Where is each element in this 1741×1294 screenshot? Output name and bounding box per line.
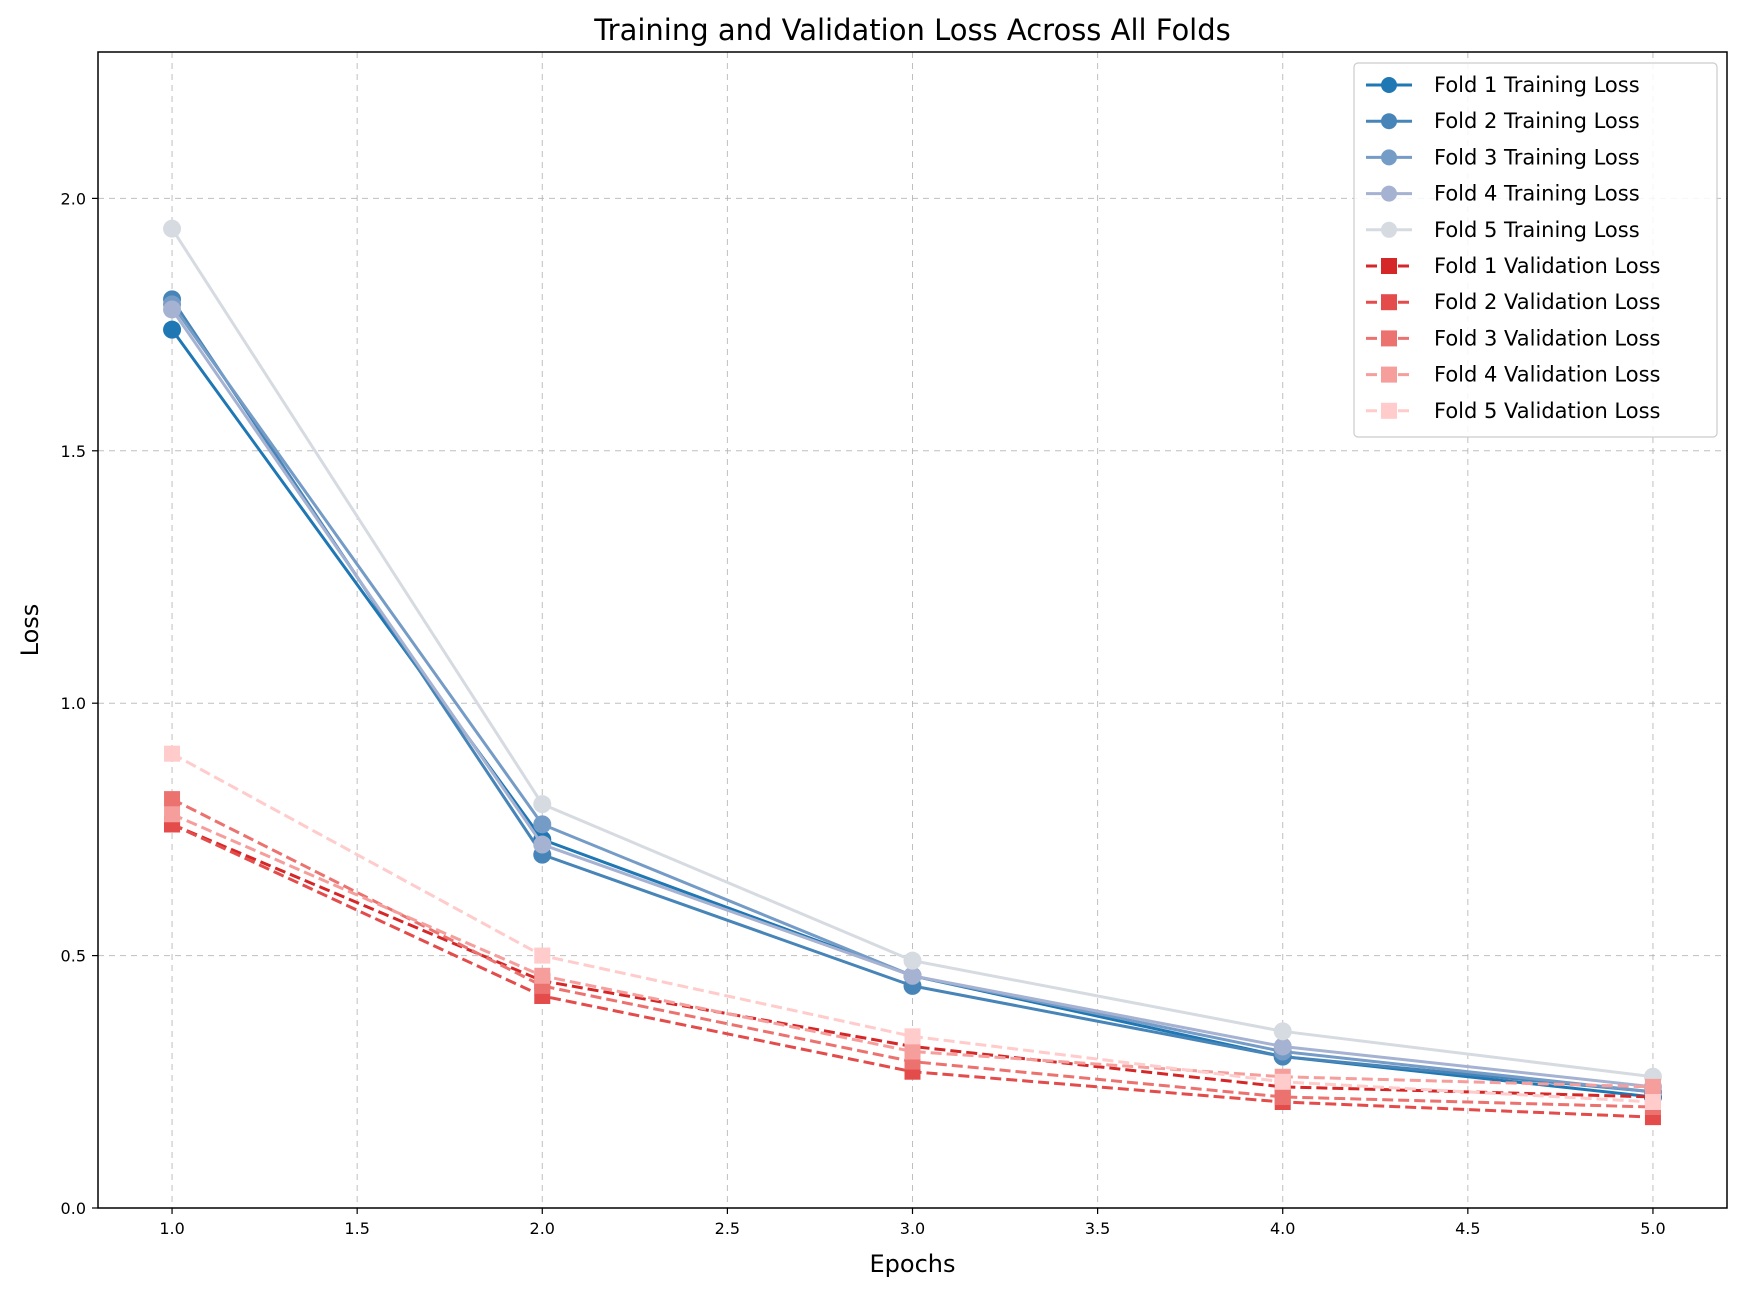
x-tick-label: 3.5: [1085, 1219, 1110, 1238]
data-point-circle: [163, 300, 182, 319]
data-point-square: [1274, 1088, 1291, 1105]
y-axis-label: Loss: [16, 604, 44, 657]
legend-marker-circle: [1381, 221, 1397, 238]
y-tick-label: 0.0: [61, 1199, 86, 1218]
data-point-square: [164, 745, 181, 762]
legend-item: Fold 2 Validation Loss: [1366, 290, 1661, 314]
x-tick-label: 4.5: [1455, 1219, 1480, 1238]
legend-item: Fold 4 Training Loss: [1366, 182, 1640, 206]
x-tick-label: 5.0: [1640, 1219, 1665, 1238]
legend-label: Fold 4 Training Loss: [1434, 182, 1640, 206]
series-layer: [163, 219, 1662, 1126]
legend-marker-square: [1381, 366, 1397, 383]
x-axis-label: Epochs: [870, 1250, 956, 1278]
series-10: [164, 745, 1661, 1110]
data-point-square: [1644, 1093, 1661, 1110]
data-point-square: [904, 1028, 921, 1045]
x-tick-label: 3.0: [900, 1219, 925, 1238]
legend-item: Fold 5 Validation Loss: [1366, 399, 1661, 423]
x-tick-label: 1.0: [159, 1219, 184, 1238]
chart-title: Training and Validation Loss Across All …: [593, 13, 1231, 47]
legend-label: Fold 3 Training Loss: [1434, 145, 1640, 169]
legend-label: Fold 2 Validation Loss: [1434, 290, 1661, 314]
data-point-square: [164, 806, 181, 823]
legend-marker-square: [1381, 294, 1397, 311]
y-tick-label: 0.5: [61, 947, 86, 966]
data-point-circle: [533, 835, 552, 854]
legend-marker-circle: [1381, 113, 1397, 130]
data-point-circle: [1273, 1022, 1292, 1041]
legend-item: Fold 2 Training Loss: [1366, 109, 1640, 133]
data-point-circle: [903, 966, 922, 985]
legend-item: Fold 3 Validation Loss: [1366, 326, 1661, 350]
x-tick-label: 1.5: [344, 1219, 369, 1238]
y-tick-label: 1.5: [61, 442, 86, 461]
data-point-circle: [533, 795, 552, 814]
x-tick-label: 4.0: [1270, 1219, 1295, 1238]
legend-marker-square: [1381, 402, 1397, 419]
data-point-circle: [163, 219, 182, 238]
legend-marker-circle: [1381, 77, 1397, 93]
series-8: [164, 791, 1661, 1116]
data-point-circle: [903, 951, 922, 970]
legend-label: Fold 5 Training Loss: [1434, 218, 1640, 242]
legend-label: Fold 5 Validation Loss: [1434, 399, 1661, 423]
legend-box: [1353, 62, 1718, 438]
series-5: [163, 219, 1662, 1086]
legend-item: Fold 1 Training Loss: [1366, 73, 1640, 97]
legend-label: Fold 4 Validation Loss: [1434, 363, 1661, 387]
legend-marker-square: [1381, 330, 1397, 347]
legend-label: Fold 1 Validation Loss: [1434, 254, 1661, 278]
y-tick-label: 1.0: [61, 694, 86, 713]
legend: Fold 1 Training Loss Fold 2 Training Loss…: [1353, 62, 1718, 438]
data-point-square: [1644, 1078, 1661, 1095]
data-point-circle: [533, 815, 552, 834]
ticks: 1.0 1.5 2.0 2.5 3.0 3.5 4.0 4.5 5.0 0.0 0.5 1.0 1.5 2…: [61, 189, 1666, 1238]
y-tick-label: 2.0: [61, 189, 86, 208]
legend-marker-circle: [1381, 149, 1397, 166]
data-point-square: [904, 1043, 921, 1060]
data-point-square: [1274, 1073, 1291, 1090]
legend-marker-square: [1381, 258, 1397, 274]
data-point-circle: [1273, 1037, 1292, 1056]
data-point-square: [164, 791, 181, 808]
data-point-square: [534, 967, 551, 984]
data-point-square: [534, 947, 551, 964]
data-point-circle: [163, 320, 182, 339]
x-tick-label: 2.0: [530, 1219, 555, 1238]
legend-label: Fold 2 Training Loss: [1434, 109, 1640, 133]
legend-label: Fold 3 Validation Loss: [1434, 326, 1661, 350]
legend-label: Fold 1 Training Loss: [1434, 73, 1640, 97]
legend-item: Fold 5 Training Loss: [1366, 218, 1640, 242]
x-tick-label: 2.5: [715, 1219, 740, 1238]
legend-item: Fold 3 Training Loss: [1366, 145, 1640, 169]
legend-item: Fold 4 Validation Loss: [1366, 363, 1661, 387]
legend-item: Fold 1 Validation Loss: [1366, 254, 1661, 278]
legend-marker-circle: [1381, 185, 1397, 202]
